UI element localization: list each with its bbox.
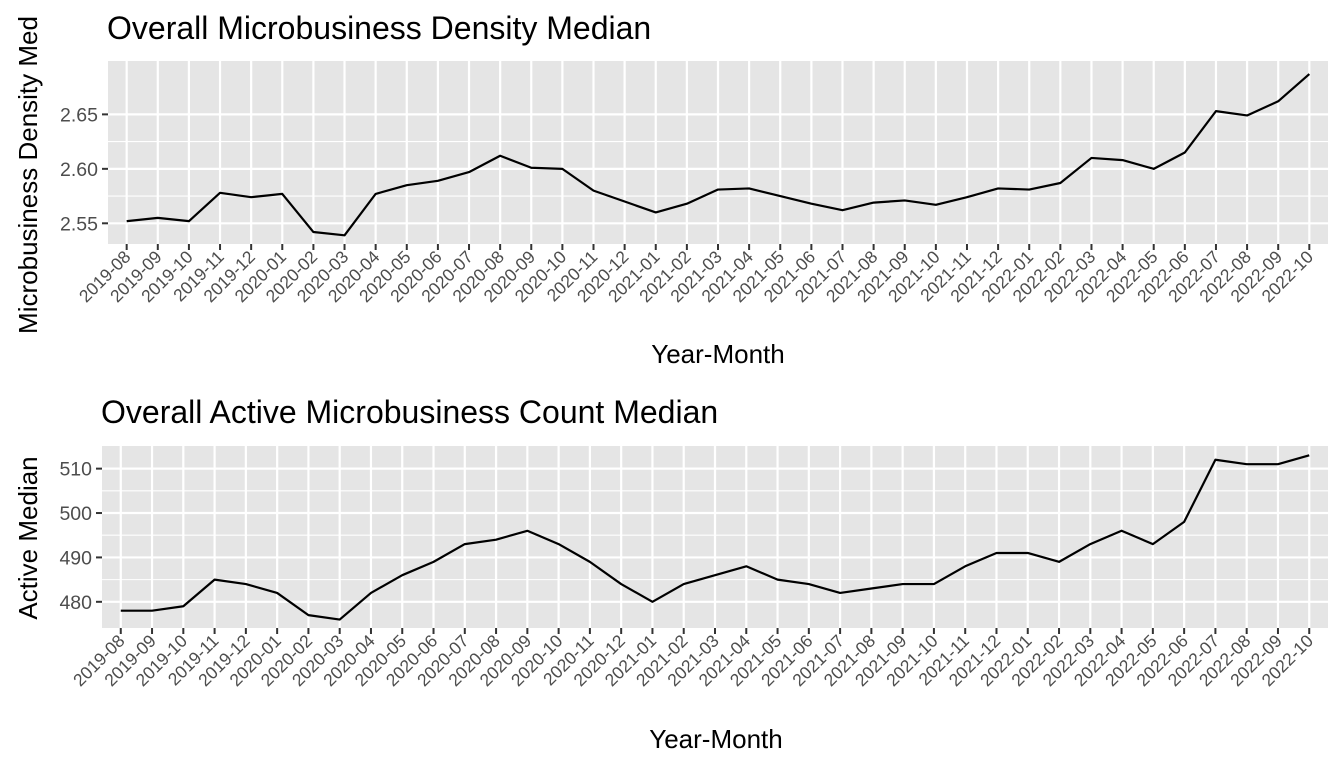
active-count-y-tick-label: 480 — [59, 592, 92, 614]
density-chart-title: Overall Microbusiness Density Median — [107, 10, 651, 46]
density-x-axis-title: Year-Month — [651, 339, 784, 369]
active-count-chart-title: Overall Active Microbusiness Count Media… — [101, 394, 718, 430]
active-count-y-tick-label: 500 — [59, 503, 92, 525]
density-y-tick-label: 2.55 — [60, 213, 98, 235]
active-count-y-axis-title: Active Median — [13, 456, 43, 619]
active-count-chart: Overall Active Microbusiness Count Media… — [13, 394, 1328, 754]
density-y-tick-label: 2.60 — [60, 159, 98, 181]
active-count-y-tick-label: 490 — [59, 547, 92, 569]
active-count-series-line — [120, 454, 1310, 621]
density-chart: Overall Microbusiness Density Median Yea… — [13, 10, 1328, 369]
density-y-tick-label: 2.65 — [60, 104, 98, 126]
density-y-axis-title: Microbusiness Density Med — [13, 16, 43, 334]
density-series-line — [126, 73, 1311, 237]
active-count-y-tick-label: 510 — [59, 459, 92, 481]
active-count-x-axis-title: Year-Month — [649, 724, 782, 754]
